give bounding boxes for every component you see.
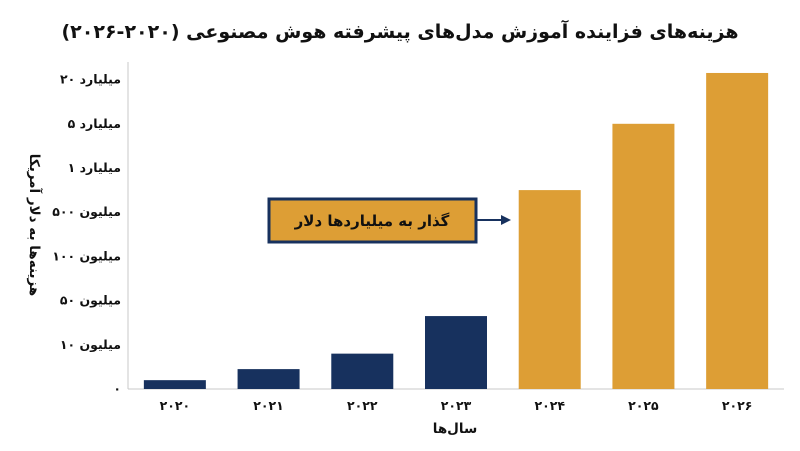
y-tick-label: ۵ میلیارد bbox=[68, 116, 121, 131]
bar bbox=[425, 316, 487, 389]
bar bbox=[237, 369, 300, 389]
y-tick-label: ۵۰ میلیون bbox=[60, 293, 121, 308]
annotation: گذار به میلیاردها دلار bbox=[267, 197, 511, 244]
x-tick-label: ۲۰۲۶ bbox=[722, 398, 753, 413]
x-tick-label: ۲۰۲۱ bbox=[253, 398, 284, 413]
bars bbox=[143, 72, 769, 390]
x-tick-labels: ۲۰۲۰ ۲۰۲۱ ۲۰۲۲ ۲۰۲۳ ۲۰۲۴ ۲۰۲۵ ۲۰۲۶ bbox=[160, 398, 753, 413]
y-axis-title: هزینه‌ها به دلار آمریکا bbox=[26, 154, 43, 296]
bar bbox=[331, 353, 394, 389]
y-tick-label: ۲۰ میلیارد bbox=[60, 72, 121, 87]
annotation-arrow-head bbox=[501, 215, 511, 225]
y-tick-label: ۱۰ میلیون bbox=[60, 337, 121, 352]
x-tick-label: ۲۰۲۵ bbox=[628, 398, 659, 413]
bar bbox=[143, 380, 206, 389]
bar bbox=[706, 72, 769, 389]
y-tick-label: ۱۰۰ میلیون bbox=[52, 248, 121, 263]
bar bbox=[612, 123, 675, 390]
y-tick-labels: ۰ ۱۰ میلیون ۵۰ میلیون ۱۰۰ میلیون ۵۰۰ میلیون ۱… bbox=[52, 72, 121, 396]
y-tick-label: ۰ bbox=[113, 381, 121, 396]
x-tick-label: ۲۰۲۰ bbox=[160, 398, 191, 413]
chart-title: هزینه‌های فزاینده آموزش مدل‌های پیشرفته … bbox=[61, 19, 738, 43]
annotation-box bbox=[267, 197, 478, 244]
x-tick-label: ۲۰۲۳ bbox=[441, 398, 472, 413]
x-tick-label: ۲۰۲۲ bbox=[347, 398, 378, 413]
annotation-text: گذار به میلیاردها دلار bbox=[294, 212, 450, 230]
x-axis-title: سال‌ها bbox=[433, 421, 478, 437]
y-tick-label: ۱ میلیارد bbox=[68, 160, 121, 175]
bar bbox=[518, 190, 581, 389]
y-tick-label: ۵۰۰ میلیون bbox=[52, 204, 121, 219]
x-tick-label: ۲۰۲۴ bbox=[534, 398, 565, 413]
